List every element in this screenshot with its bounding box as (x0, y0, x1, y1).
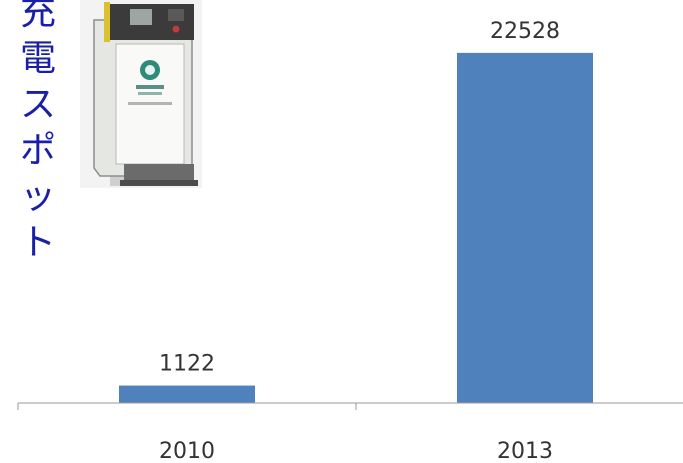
x-tick-label-2013: 2013 (497, 439, 553, 463)
x-tick-label-2010: 2010 (159, 439, 215, 463)
bar-2010 (119, 385, 255, 403)
chart-title: 充電スポット (19, 0, 56, 263)
charging-station-photo (80, 0, 202, 188)
bar-2013 (457, 52, 593, 404)
data-label-2013: 22528 (490, 19, 560, 44)
data-label-2010: 1122 (159, 352, 215, 377)
